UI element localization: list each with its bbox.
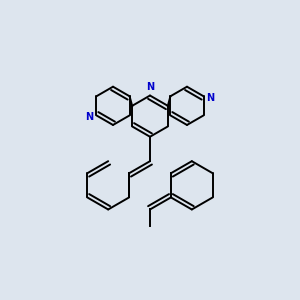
Text: N: N: [206, 93, 214, 103]
Text: N: N: [85, 112, 94, 122]
Text: N: N: [146, 82, 154, 92]
